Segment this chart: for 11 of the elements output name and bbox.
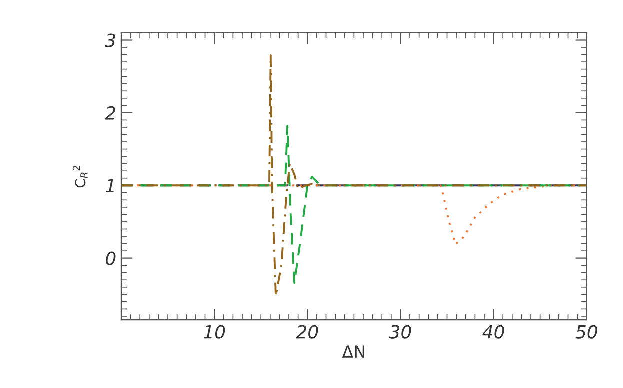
x-tick-label: 40 <box>482 325 504 339</box>
x-tick-label: 30 <box>389 325 412 339</box>
y-axis-title: C$_{R}$$^{2}$ <box>72 166 88 188</box>
y-tick-label: 3 <box>105 34 116 48</box>
x-axis-title: ΔN <box>342 346 364 358</box>
x-tick-label: 50 <box>576 325 598 339</box>
x-tick-label: 10 <box>204 325 226 339</box>
x-tick-label: 20 <box>296 325 318 339</box>
y-tick-label: 0 <box>106 252 116 266</box>
y-tick-label: 2 <box>105 106 116 120</box>
y-tick-label: 1 <box>106 179 114 192</box>
